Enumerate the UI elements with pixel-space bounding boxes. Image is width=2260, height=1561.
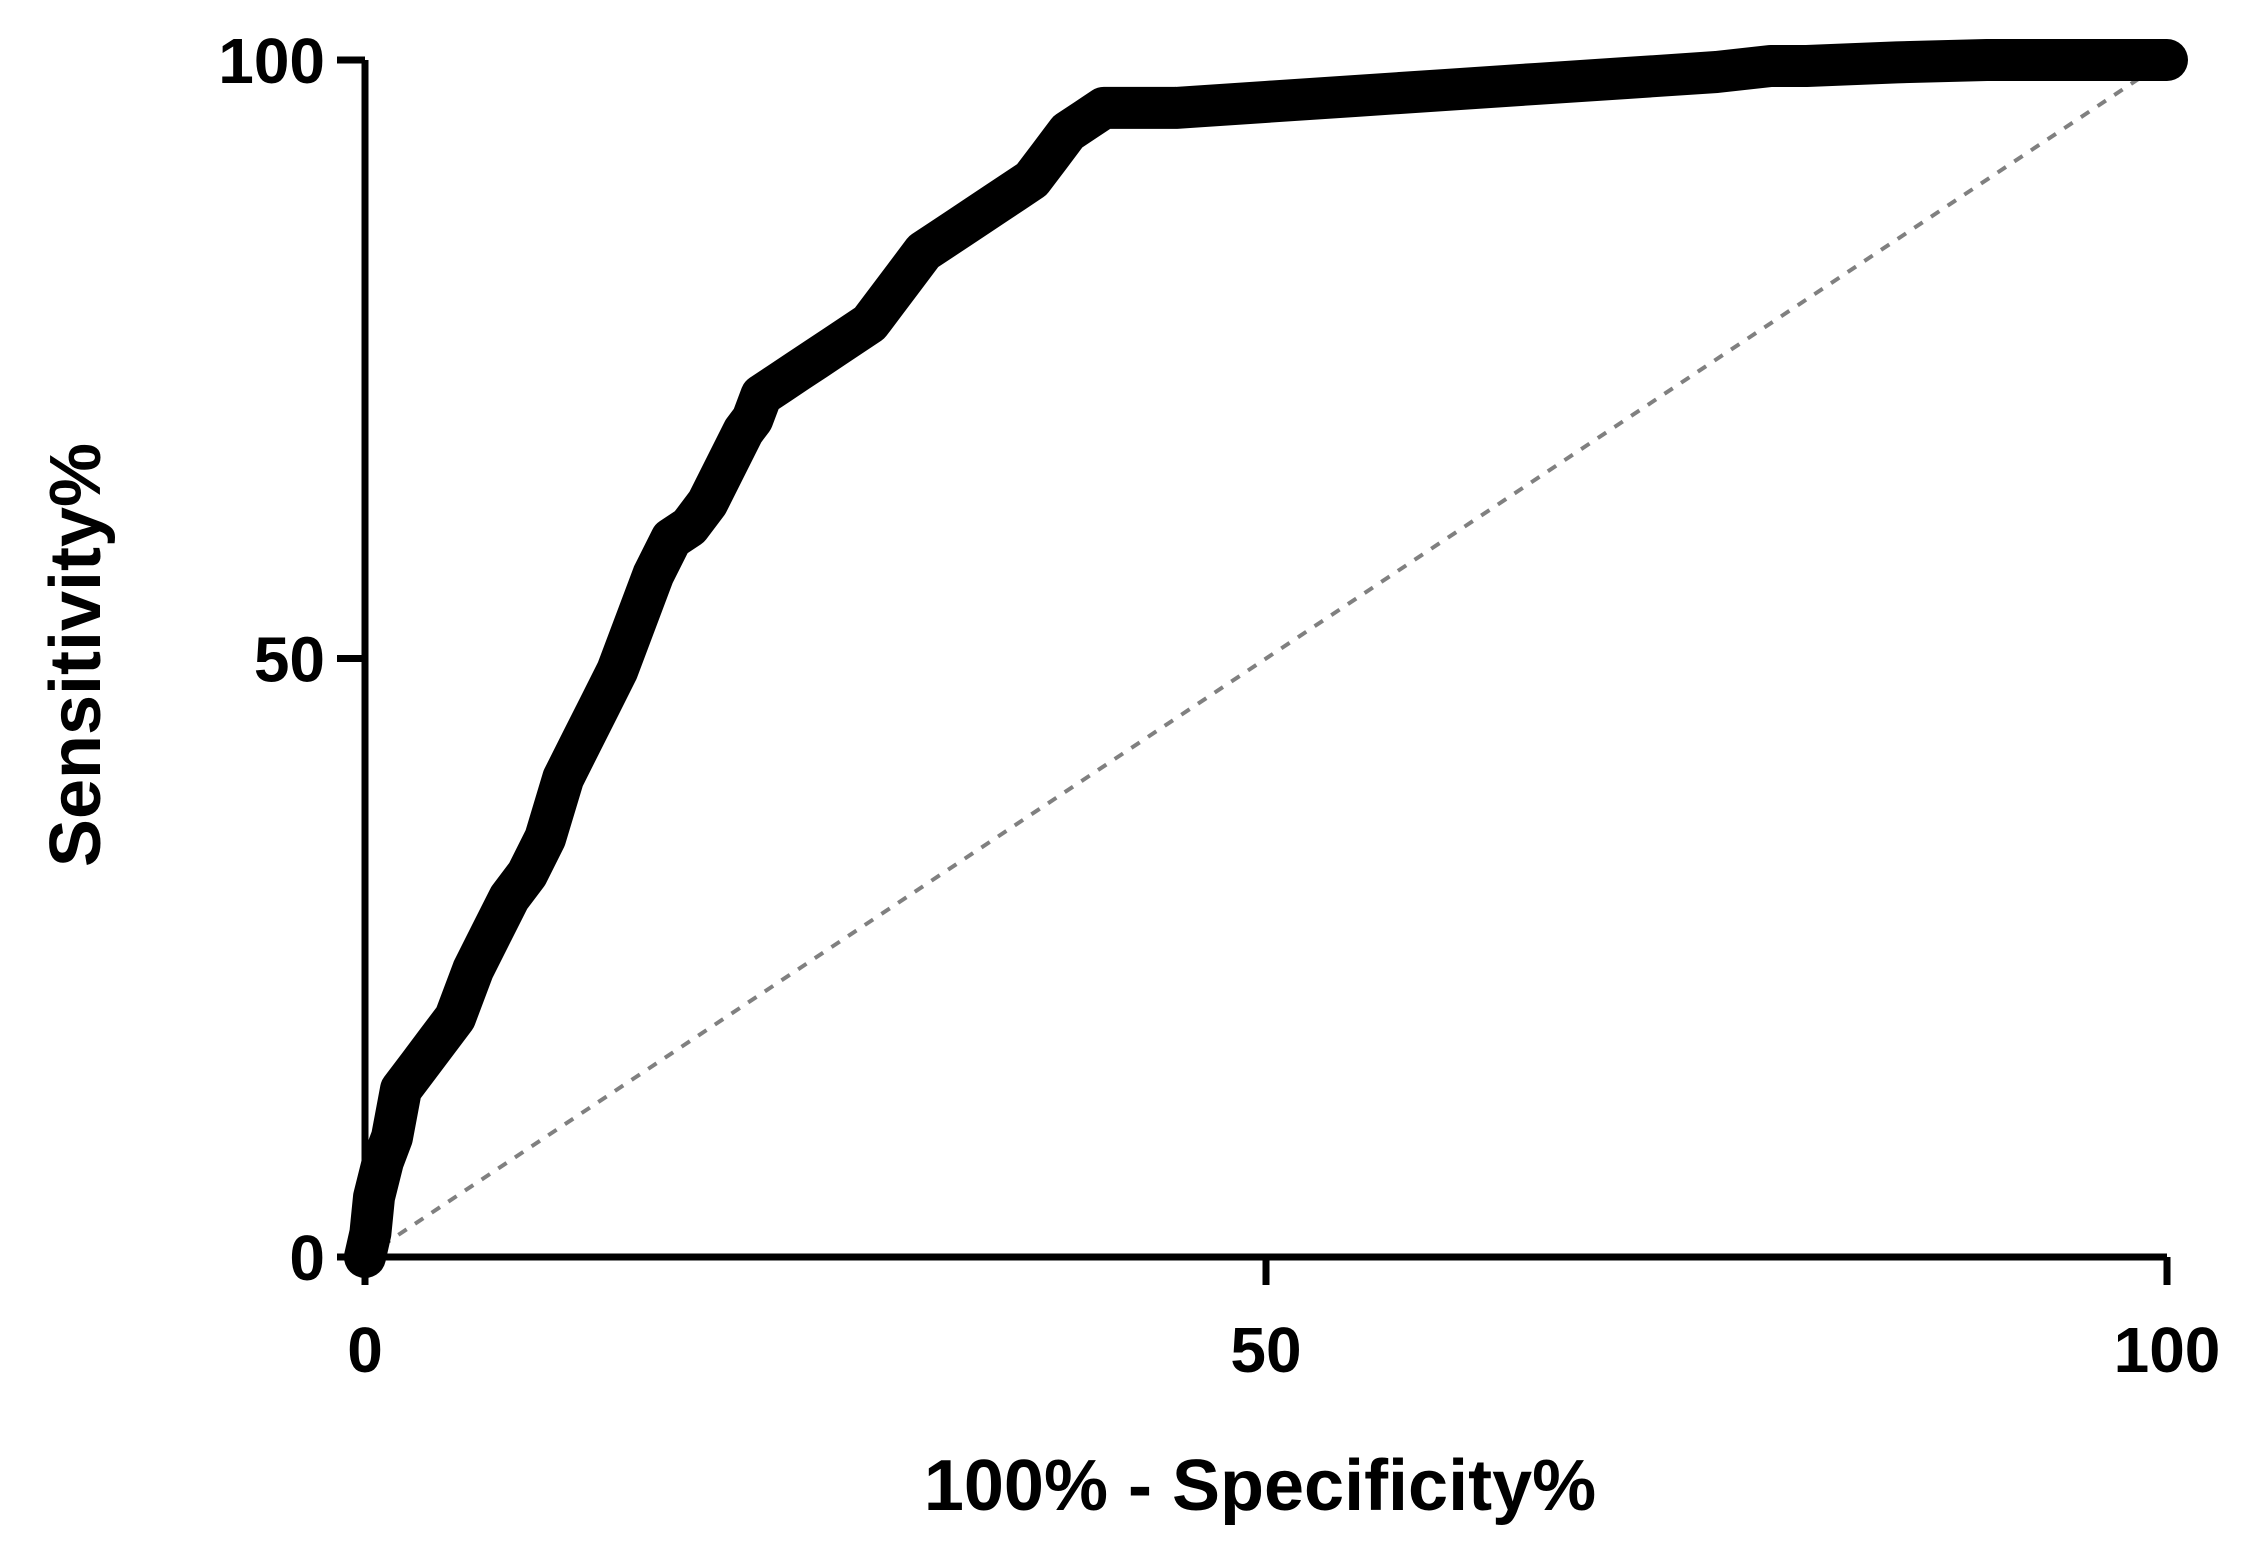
- y-tick-label: 100: [218, 25, 325, 97]
- axis-layer: 0 50 100 0 50 100: [218, 25, 2220, 1386]
- y-tick-label: 0: [289, 1222, 325, 1294]
- text-layer: 100% - Specificity% Sensitivity%: [36, 443, 1596, 1526]
- plot-layer: [344, 39, 2188, 1278]
- x-tick-label: 0: [347, 1314, 383, 1386]
- reference-diagonal-line: [363, 58, 2169, 1259]
- x-tick-label: 50: [1230, 1314, 1301, 1386]
- x-tick-label: 100: [2114, 1314, 2221, 1386]
- y-axis-title: Sensitivity%: [36, 443, 116, 867]
- x-axis-title: 100% - Specificity%: [924, 1446, 1596, 1526]
- roc-curve-line: [344, 39, 2188, 1278]
- y-tick-label: 50: [254, 624, 325, 696]
